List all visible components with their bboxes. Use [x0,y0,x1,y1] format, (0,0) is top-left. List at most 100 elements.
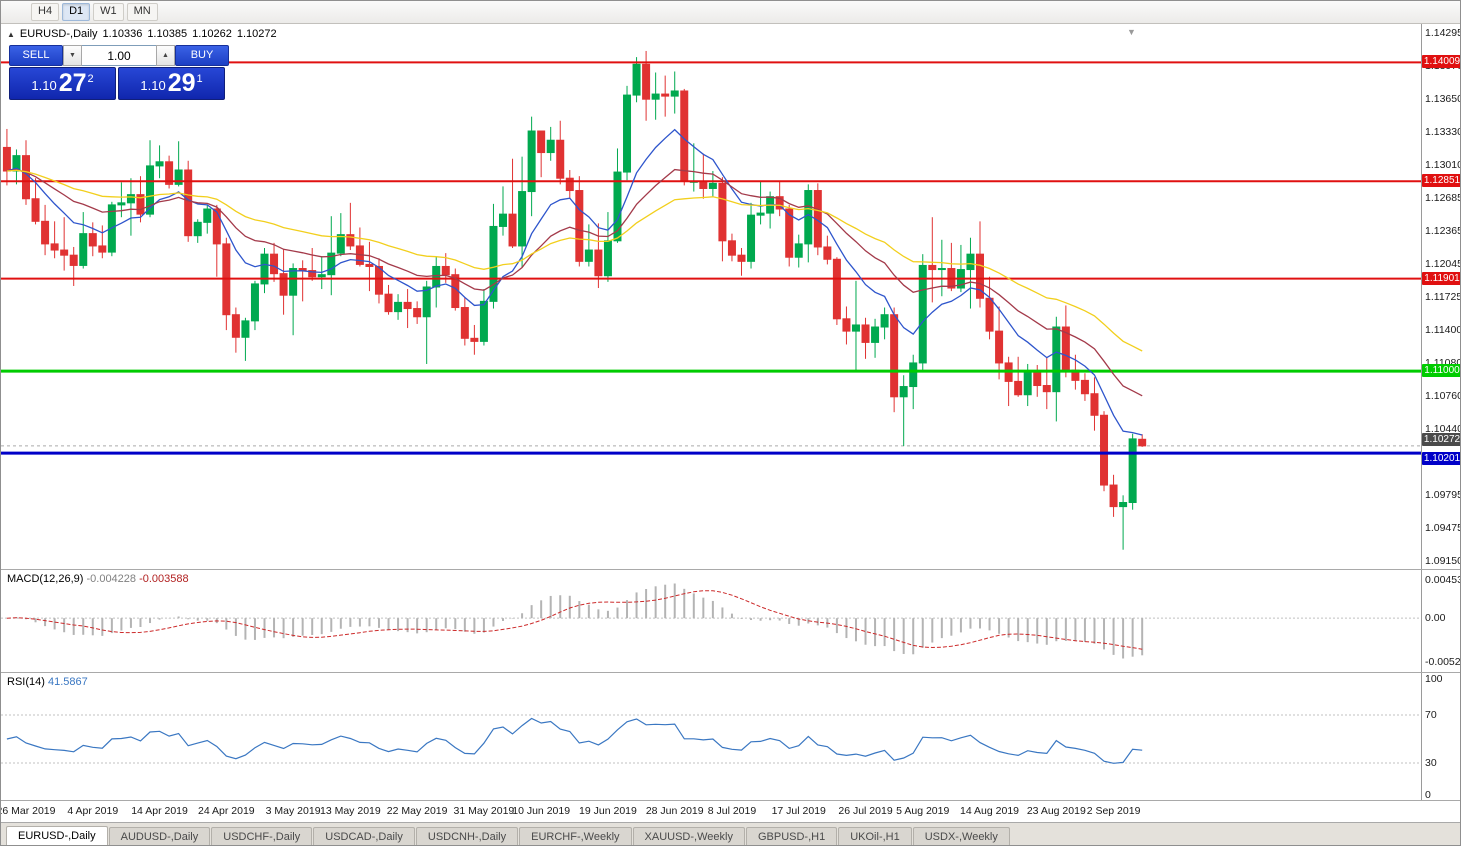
candle-body [470,337,479,342]
volume-increase-button[interactable]: ▲ [156,45,175,66]
x-axis-date-label: 17 Jul 2019 [771,805,826,817]
candle-body [441,265,450,276]
one-click-trading-panel: SELL ▼ ▲ BUY 1.10 27 2 1.10 29 1 [9,45,229,100]
x-axis-date-label: 26 Mar 2019 [0,805,56,817]
candle-body [22,155,30,200]
candle-body [432,265,441,288]
candle-body [565,177,574,192]
chart-tab-gbpusd-h1[interactable]: GBPUSD-,H1 [745,827,838,845]
macd-name: MACD(12,26,9) [7,573,84,585]
candle-body [1080,379,1089,395]
chart-shift-marker-icon[interactable]: ▼ [1127,27,1136,37]
candle-body [203,208,212,223]
volume-input[interactable] [82,45,156,66]
macd-axis-label: 0.004536 [1425,574,1460,586]
candle-body [499,213,507,227]
candle-body [699,180,708,189]
candle-body [995,330,1004,364]
main-chart[interactable] [1,24,1421,570]
x-axis-date-label: 14 Apr 2019 [131,805,188,817]
candle-body [212,208,221,245]
axis-separator [1421,24,1422,801]
candle-body [823,246,832,260]
macd-canvas[interactable] [1,570,1421,673]
candle-body [661,93,670,97]
candle-body [12,155,21,172]
candle-body [785,208,794,258]
buy-button[interactable]: BUY [175,45,229,66]
panel-separator[interactable] [1,672,1460,673]
candle-body [270,253,279,275]
candle-body [241,320,250,338]
chart-tab-audusd-daily[interactable]: AUDUSD-,Daily [108,827,211,845]
candle-body [1023,371,1032,396]
timeframe-button-w1[interactable]: W1 [93,3,124,21]
candle-body [126,194,135,204]
chart-tab-usdcad-daily[interactable]: USDCAD-,Daily [313,827,415,845]
candle-body [537,130,546,154]
candle-body [117,202,126,206]
candle-body [527,130,536,193]
ma-fast-line [6,128,1143,436]
buy-price-button[interactable]: 1.10 29 1 [118,67,225,100]
chart-tab-usdx-weekly[interactable]: USDX-,Weekly [912,827,1010,845]
candle-body [584,249,593,262]
candle-body [1014,380,1023,396]
macd-axis-label: -0.005205 [1425,656,1461,668]
volume-decrease-button[interactable]: ▼ [63,45,82,66]
x-axis-date-label: 24 Apr 2019 [198,805,255,817]
buy-price-pips: 29 [167,69,196,97]
candle-body [479,300,488,342]
y-axis-tick-label: 1.14295 [1425,27,1461,39]
candle-body [708,182,717,189]
collapse-trade-panel-icon[interactable]: ▲ [7,29,15,39]
price-chart-canvas[interactable] [1,24,1421,570]
ohlc-high: 1.10385 [147,28,188,40]
time-axis[interactable]: 26 Mar 2019 4 Apr 2019 14 Apr 2019 24 Apr 2… [1,801,1421,822]
panel-separator [1,800,1460,801]
macd-label: MACD(12,26,9) -0.004228 -0.003588 [7,573,189,585]
chart-tab-ukoil-h1[interactable]: UKOil-,H1 [838,827,912,845]
chart-tab-usdchf-daily[interactable]: USDCHF-,Daily [211,827,313,845]
candle-body [1128,438,1137,504]
timeframe-button-mn[interactable]: MN [126,3,158,21]
ma-medium-line [6,168,1143,397]
candle-body [1042,385,1051,393]
candle-body [861,324,870,343]
chart-tab-usdcnh-daily[interactable]: USDCNH-,Daily [415,827,519,845]
rsi-canvas[interactable] [1,673,1421,801]
timeframe-button-h4[interactable]: H4 [31,3,60,21]
candle-body [327,252,336,276]
candle-body [1100,414,1109,486]
price-axis[interactable]: 1.142951.139701.136501.133301.130101.126… [1422,24,1461,570]
x-axis-date-label: 4 Apr 2019 [67,805,119,817]
sell-price-button[interactable]: 1.10 27 2 [9,67,116,100]
candle-body [632,63,641,96]
x-axis-date-label: 19 Jun 2019 [579,805,637,817]
candle-body [518,191,527,247]
candle-body [2,146,11,172]
macd-panel[interactable] [1,570,1421,673]
y-axis-tick-label: 1.13330 [1425,126,1461,139]
candle-body [937,268,946,271]
candle-body [851,324,860,332]
rsi-panel[interactable] [1,673,1421,801]
x-axis-date-label: 31 May 2019 [453,805,515,817]
candle-body [155,161,164,167]
candle-body [394,301,403,313]
chart-tab-xauusd-weekly[interactable]: XAUUSD-,Weekly [632,827,745,845]
x-axis-date-label: 23 Aug 2019 [1026,805,1086,817]
sell-button[interactable]: SELL [9,45,63,66]
macd-main-value: -0.004228 [86,573,137,585]
y-axis-tick-label: 1.12365 [1425,225,1461,238]
y-axis-tick-label: 1.13010 [1425,158,1461,171]
chart-tab-eurchf-weekly[interactable]: EURCHF-,Weekly [519,827,632,845]
y-axis-tick-label: 1.09150 [1425,555,1461,567]
timeframe-button-d1[interactable]: D1 [62,3,91,21]
candle-body [556,139,565,179]
candle-body [613,171,622,242]
price-level-tag: 1.11000 [1422,364,1460,378]
panel-separator[interactable] [1,569,1460,570]
chart-tab-eurusd-daily[interactable]: EURUSD-,Daily [6,826,108,845]
chart-symbol-label: EURUSD-,Daily [19,28,98,40]
